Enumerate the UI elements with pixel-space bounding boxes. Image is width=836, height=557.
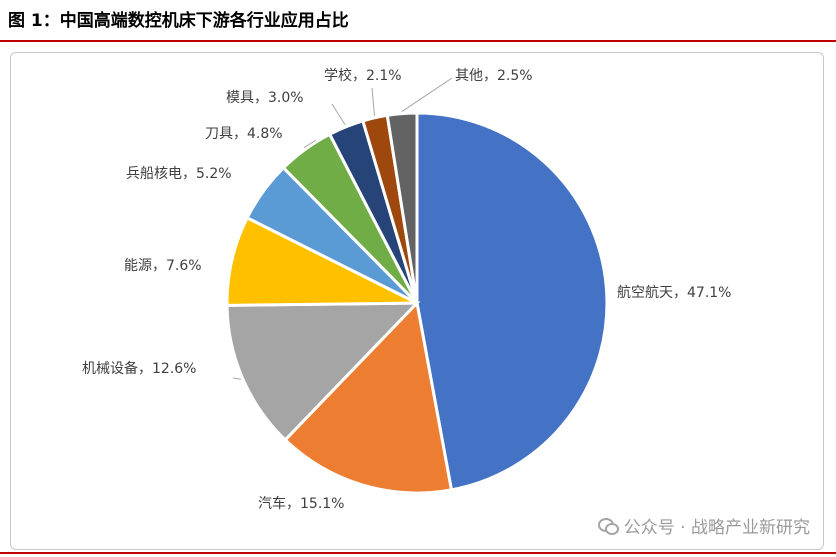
slice-label-3: 机械设备，12.6% [82,360,196,377]
pie-slice-1 [415,111,609,492]
slice-label-6: 刀具，4.8% [205,126,283,142]
pie-slice-3 [225,301,421,442]
slice-label-2: 汽车，15.1% [258,495,344,512]
slice-labels: 航空航天，47.1% 汽车，15.1% 机械设备，12.6% 能源，7.6% 兵船核电，… [82,67,731,512]
leader-line-7 [331,103,346,126]
watermark: 公众号 · 战略产业新研究 [597,513,810,538]
bottom-divider [0,552,836,554]
slice-label-1: 航空航天，47.1% [617,285,731,301]
figure-title: 图 1：中国高端数控机床下游各行业应用占比 [8,11,349,31]
watermark-text: 公众号 · 战略产业新研究 [623,518,810,538]
slice-label-9: 其他，2.5% [455,68,533,84]
slice-label-7: 模具，3.0% [226,90,304,106]
pie-slices [225,111,609,495]
slice-label-8: 学校，2.1% [324,67,402,84]
wechat-icon [597,517,619,535]
slice-label-5: 兵船核电，5.2% [126,166,232,182]
leader-lines [232,77,453,380]
title-divider [0,40,836,42]
pie-slice-2 [283,299,454,495]
leader-line-6 [303,139,317,149]
pie-slice-9 [385,111,419,304]
leader-line-3 [232,377,241,380]
slice-label-4: 能源，7.6% [124,258,202,274]
leader-line-8 [371,87,375,116]
leader-line-9 [401,77,453,113]
